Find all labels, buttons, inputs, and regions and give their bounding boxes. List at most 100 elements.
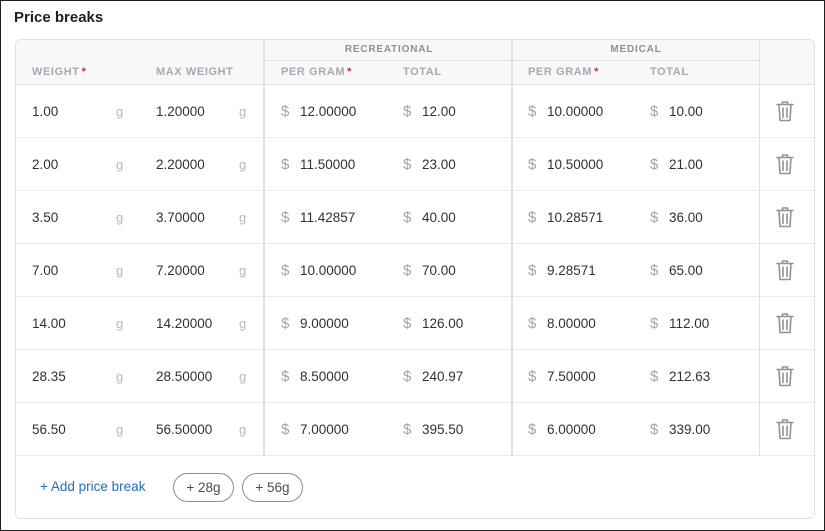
column-header-weight: WEIGHT * [32, 66, 87, 78]
currency-symbol: $ [650, 315, 659, 332]
column-divider [759, 40, 760, 456]
quick-add-56g-button[interactable]: + 56g [242, 473, 303, 502]
group-divider [266, 60, 760, 61]
currency-symbol: $ [281, 209, 290, 226]
rec-total-input[interactable]: 126.00 [422, 316, 464, 331]
table-header: RECREATIONAL MEDICAL WEIGHT * MAX WEIGHT … [16, 40, 814, 85]
med-total-input[interactable]: 21.00 [669, 157, 703, 172]
weight-unit: g [239, 104, 247, 119]
rec-total-input[interactable]: 240.97 [422, 369, 464, 384]
med-total-input[interactable]: 65.00 [669, 263, 703, 278]
med-per-gram-input[interactable]: 8.00000 [547, 316, 596, 331]
rec-total-input[interactable]: 40.00 [422, 210, 456, 225]
weight-unit: g [239, 157, 247, 172]
currency-symbol: $ [281, 368, 290, 385]
currency-symbol: $ [281, 315, 290, 332]
currency-symbol: $ [650, 262, 659, 279]
trash-icon[interactable] [776, 206, 794, 228]
trash-icon[interactable] [776, 365, 794, 387]
weight-unit: g [239, 316, 247, 331]
currency-symbol: $ [528, 103, 537, 120]
max-weight-input[interactable]: 1.20000 [156, 104, 205, 119]
add-price-break-link[interactable]: + Add price break [40, 479, 146, 494]
currency-symbol: $ [403, 421, 412, 438]
med-total-input[interactable]: 10.00 [669, 104, 703, 119]
column-header-max-weight: MAX WEIGHT [156, 66, 234, 78]
weight-unit: g [116, 263, 124, 278]
rec-total-input[interactable]: 23.00 [422, 157, 456, 172]
table-row: 28.35 g 28.50000 g $8.50000 $240.97 $7.50000 $2… [16, 350, 814, 403]
rec-per-gram-input[interactable]: 12.00000 [300, 104, 357, 119]
table-row: 56.50 g 56.50000 g $7.00000 $395.50 $6.00000 $3… [16, 403, 814, 456]
table-row: 3.50 g 3.70000 g $11.42857 $40.00 $10.28571 $36… [16, 191, 814, 244]
trash-icon[interactable] [776, 418, 794, 440]
currency-symbol: $ [281, 262, 290, 279]
column-header-med-per-gram: PER GRAM * [528, 66, 599, 78]
rec-per-gram-input[interactable]: 9.00000 [300, 316, 349, 331]
trash-icon[interactable] [776, 100, 794, 122]
med-total-input[interactable]: 212.63 [669, 369, 711, 384]
med-per-gram-input[interactable]: 9.28571 [547, 263, 596, 278]
rec-per-gram-input[interactable]: 11.50000 [300, 157, 356, 172]
price-breaks-table: RECREATIONAL MEDICAL WEIGHT * MAX WEIGHT … [15, 39, 815, 519]
med-total-input[interactable]: 339.00 [669, 422, 711, 437]
weight-unit: g [239, 210, 247, 225]
currency-symbol: $ [528, 315, 537, 332]
currency-symbol: $ [650, 368, 659, 385]
currency-symbol: $ [281, 103, 290, 120]
weight-unit: g [239, 263, 247, 278]
weight-unit: g [116, 157, 124, 172]
table-row: 7.00 g 7.20000 g $10.00000 $70.00 $9.28571 $65.… [16, 244, 814, 297]
weight-input[interactable]: 28.35 [32, 369, 66, 384]
column-divider [263, 40, 265, 456]
rec-per-gram-input[interactable]: 10.00000 [300, 263, 357, 278]
rec-per-gram-input[interactable]: 8.50000 [300, 369, 349, 384]
med-per-gram-input[interactable]: 10.00000 [547, 104, 604, 119]
column-divider [511, 40, 513, 456]
weight-input[interactable]: 2.00 [32, 157, 59, 172]
column-header-med-total: TOTAL [650, 66, 689, 78]
rec-total-input[interactable]: 12.00 [422, 104, 456, 119]
max-weight-input[interactable]: 7.20000 [156, 263, 205, 278]
trash-icon[interactable] [776, 259, 794, 281]
currency-symbol: $ [403, 368, 412, 385]
med-per-gram-input[interactable]: 6.00000 [547, 422, 596, 437]
table-row: 14.00 g 14.20000 g $9.00000 $126.00 $8.00000 $1… [16, 297, 814, 350]
currency-symbol: $ [528, 421, 537, 438]
group-label-medical: MEDICAL [610, 44, 662, 55]
weight-input[interactable]: 3.50 [32, 210, 59, 225]
currency-symbol: $ [650, 421, 659, 438]
max-weight-input[interactable]: 2.20000 [156, 157, 205, 172]
rec-total-input[interactable]: 395.50 [422, 422, 464, 437]
rec-per-gram-input[interactable]: 11.42857 [300, 210, 356, 225]
max-weight-input[interactable]: 56.50000 [156, 422, 213, 437]
rec-total-input[interactable]: 70.00 [422, 263, 456, 278]
trash-icon[interactable] [776, 153, 794, 175]
currency-symbol: $ [650, 156, 659, 173]
max-weight-input[interactable]: 14.20000 [156, 316, 213, 331]
weight-input[interactable]: 7.00 [32, 263, 59, 278]
rec-per-gram-input[interactable]: 7.00000 [300, 422, 349, 437]
currency-symbol: $ [650, 209, 659, 226]
med-per-gram-input[interactable]: 10.28571 [547, 210, 604, 225]
weight-input[interactable]: 14.00 [32, 316, 66, 331]
med-per-gram-input[interactable]: 10.50000 [547, 157, 604, 172]
table-footer: + Add price break + 28g + 56g [16, 456, 814, 518]
required-marker: * [347, 66, 352, 78]
med-per-gram-input[interactable]: 7.50000 [547, 369, 596, 384]
currency-symbol: $ [650, 103, 659, 120]
weight-input[interactable]: 56.50 [32, 422, 66, 437]
max-weight-input[interactable]: 28.50000 [156, 369, 213, 384]
currency-symbol: $ [403, 156, 412, 173]
med-total-input[interactable]: 36.00 [669, 210, 703, 225]
weight-unit: g [116, 422, 124, 437]
required-marker: * [594, 66, 599, 78]
quick-add-28g-button[interactable]: + 28g [173, 473, 234, 502]
table-row: 2.00 g 2.20000 g $11.50000 $23.00 $10.50000 $21… [16, 138, 814, 191]
max-weight-input[interactable]: 3.70000 [156, 210, 205, 225]
table-row: 1.00 g 1.20000 g $12.00000 $12.00 $10.00000 $10… [16, 85, 814, 138]
weight-unit: g [239, 422, 247, 437]
weight-input[interactable]: 1.00 [32, 104, 59, 119]
med-total-input[interactable]: 112.00 [669, 316, 710, 331]
trash-icon[interactable] [776, 312, 794, 334]
